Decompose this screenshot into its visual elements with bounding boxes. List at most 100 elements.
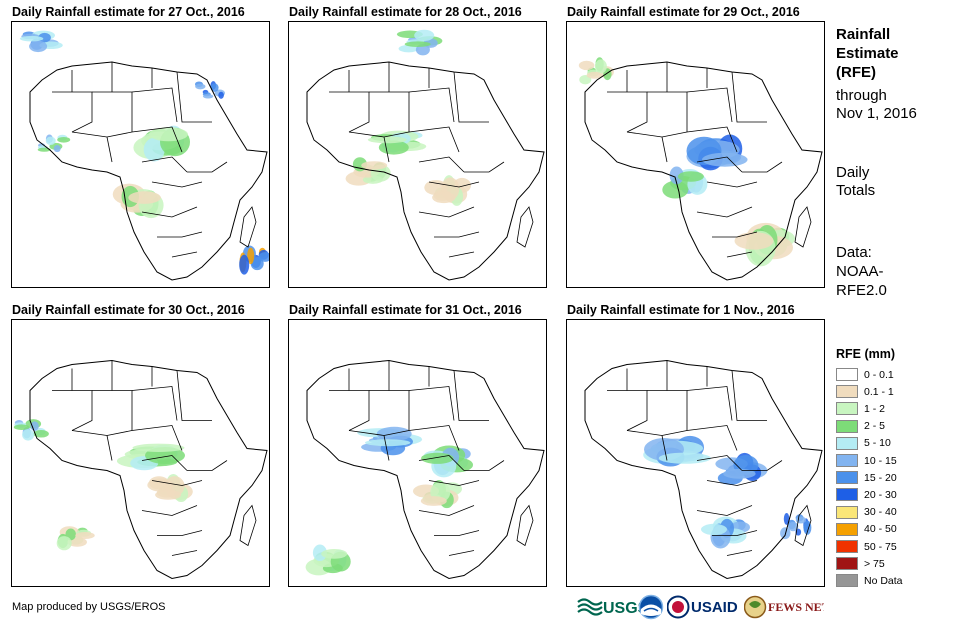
legend-item: 20 - 30 xyxy=(836,487,897,502)
country-border xyxy=(71,131,133,138)
noaa-logo xyxy=(638,594,664,620)
svg-text:USAID: USAID xyxy=(691,599,738,616)
rainfall-area xyxy=(19,35,44,42)
country-border xyxy=(696,156,743,173)
footer-credit: Map produced by USGS/EROS xyxy=(12,601,166,613)
country-border xyxy=(171,550,198,556)
legend-swatch xyxy=(836,402,858,416)
country-border xyxy=(141,455,188,471)
rainfall-area xyxy=(677,171,704,182)
country-border xyxy=(187,460,228,471)
country-border xyxy=(92,91,133,132)
sidebar-heading-1: Rainfall xyxy=(836,26,891,43)
legend-label: > 75 xyxy=(864,557,885,570)
country-border xyxy=(686,386,733,421)
rainfall-area xyxy=(155,490,182,500)
country-border xyxy=(434,530,480,536)
country-border xyxy=(408,126,460,153)
rainfall-area xyxy=(420,496,447,506)
country-border xyxy=(696,505,753,516)
legend-swatch xyxy=(836,454,858,467)
legend-label: 30 - 40 xyxy=(864,506,897,519)
country-border xyxy=(706,181,758,188)
legend-item: 50 - 75 xyxy=(836,539,897,554)
country-border xyxy=(696,206,753,218)
legend-swatch xyxy=(836,419,858,433)
country-border xyxy=(369,91,410,132)
panel-title-5: Daily Rainfall estimate for 31 Oct., 201… xyxy=(289,303,522,317)
rainfall-area xyxy=(29,40,48,53)
africa-map-6 xyxy=(584,359,823,580)
africa-map-5 xyxy=(305,359,545,580)
rainfall-area xyxy=(45,136,56,146)
country-border xyxy=(453,370,489,421)
usaid-logo: USAID xyxy=(666,594,743,619)
rainfall-area xyxy=(578,60,595,71)
country-border xyxy=(329,91,370,133)
country-border xyxy=(157,530,203,536)
country-border xyxy=(408,87,455,123)
legend-swatch xyxy=(836,505,858,519)
panel-title-3: Daily Rainfall estimate for 29 Oct., 201… xyxy=(567,5,800,19)
country-border xyxy=(408,386,455,421)
legend-item: 2 - 5 xyxy=(836,419,885,434)
rainfall-area xyxy=(13,424,30,430)
sidebar-data-source-1: NOAA- xyxy=(836,263,884,280)
legend-swatch xyxy=(836,368,858,381)
sidebar-heading-2: Estimate xyxy=(836,45,899,62)
sidebar-data-label: Data: xyxy=(836,244,872,261)
country-border xyxy=(52,390,93,431)
country-border xyxy=(151,181,203,188)
country-border xyxy=(647,91,688,132)
rainfall-area xyxy=(56,536,72,551)
country-border xyxy=(607,91,648,133)
rainfall-area xyxy=(149,127,188,142)
country-border xyxy=(92,390,133,431)
country-border xyxy=(647,390,688,431)
legend-label: 2 - 5 xyxy=(864,420,886,433)
country-border xyxy=(464,460,505,471)
svg-text:FEWS NET: FEWS NET xyxy=(768,600,824,614)
rainfall-area xyxy=(75,532,95,539)
rainfall-area xyxy=(202,94,214,99)
madagascar-outline xyxy=(239,504,257,547)
legend-swatch xyxy=(836,540,858,553)
sidebar-through-label: through xyxy=(836,87,887,104)
rainfall-area xyxy=(312,544,327,562)
country-border xyxy=(712,231,758,238)
legend-swatch xyxy=(836,471,858,485)
country-border xyxy=(686,87,733,123)
africa-coastline xyxy=(29,359,268,580)
country-border xyxy=(661,136,668,163)
panel-title-1: Daily Rainfall estimate for 27 Oct., 201… xyxy=(12,5,245,19)
country-border xyxy=(151,480,203,486)
rainfall-area xyxy=(53,145,61,153)
country-border xyxy=(383,435,390,461)
country-border xyxy=(157,231,203,238)
usgs-logo: USGS xyxy=(576,594,660,618)
africa-map-1 xyxy=(19,30,269,281)
country-border xyxy=(71,430,133,436)
country-border xyxy=(434,231,480,238)
madagascar-outline xyxy=(794,206,812,248)
country-border xyxy=(141,206,198,218)
sidebar-through-date: Nov 1, 2016 xyxy=(836,105,917,122)
country-border xyxy=(418,455,465,471)
legend-label: 40 - 50 xyxy=(864,523,897,536)
country-border xyxy=(141,505,198,516)
country-border xyxy=(131,386,178,421)
africa-coastline xyxy=(306,359,545,580)
madagascar-outline xyxy=(516,504,534,547)
legend-label: 50 - 75 xyxy=(864,540,897,553)
madagascar-outline xyxy=(239,206,257,248)
map-panel-6 xyxy=(566,319,825,587)
country-border xyxy=(131,126,183,153)
africa-map-2 xyxy=(306,29,545,281)
legend-item: 0.1 - 1 xyxy=(836,384,894,399)
rainfall-area xyxy=(702,152,748,167)
country-border xyxy=(453,71,489,123)
legend-label: 10 - 15 xyxy=(864,454,897,467)
rainfall-area xyxy=(239,254,250,275)
legend-item: 30 - 40 xyxy=(836,505,897,520)
country-border xyxy=(329,390,370,431)
